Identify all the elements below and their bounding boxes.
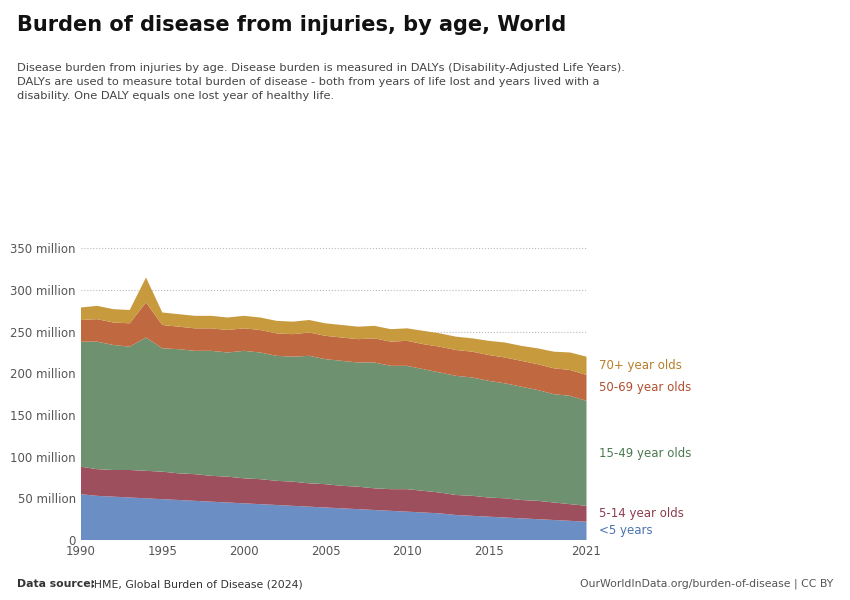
Text: Our World: Our World bbox=[721, 26, 788, 39]
Text: Disease burden from injuries by age. Disease burden is measured in DALYs (Disabi: Disease burden from injuries by age. Dis… bbox=[17, 63, 625, 101]
Text: in Data: in Data bbox=[730, 44, 779, 57]
Text: Data source:: Data source: bbox=[17, 579, 95, 589]
Text: <5 years: <5 years bbox=[599, 524, 653, 538]
Text: IHME, Global Burden of Disease (2024): IHME, Global Burden of Disease (2024) bbox=[87, 579, 303, 589]
Text: 5-14 year olds: 5-14 year olds bbox=[599, 507, 684, 520]
Text: 50-69 year olds: 50-69 year olds bbox=[599, 382, 692, 394]
Text: 15-49 year olds: 15-49 year olds bbox=[599, 447, 692, 460]
Text: Burden of disease from injuries, by age, World: Burden of disease from injuries, by age,… bbox=[17, 15, 566, 35]
Text: 70+ year olds: 70+ year olds bbox=[599, 359, 682, 373]
Text: OurWorldInData.org/burden-of-disease | CC BY: OurWorldInData.org/burden-of-disease | C… bbox=[580, 578, 833, 589]
